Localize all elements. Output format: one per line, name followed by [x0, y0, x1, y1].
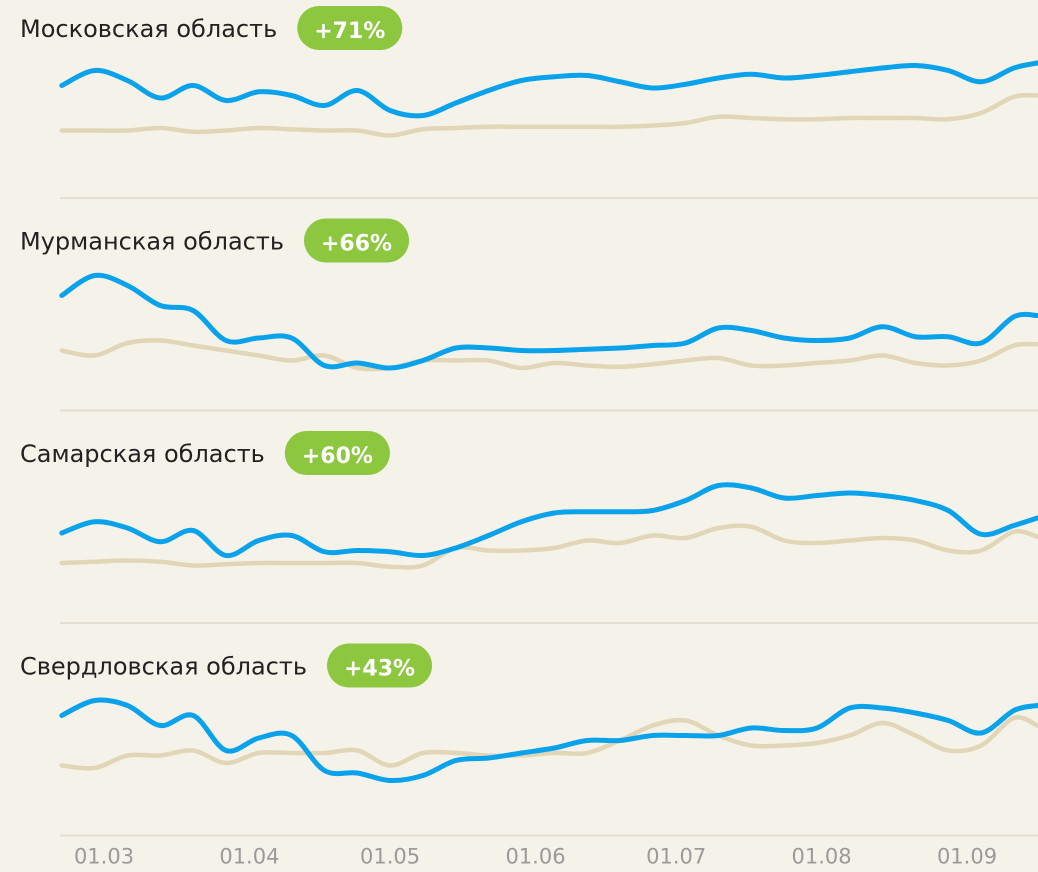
badge-text: +43% [344, 657, 415, 682]
series-line [59, 60, 1038, 119]
badge-bg [297, 6, 403, 50]
x-tick-label: 01.07 [646, 845, 706, 869]
x-tick-label: 01.05 [360, 845, 420, 869]
badge-bg [284, 431, 390, 475]
series-line [59, 338, 1038, 372]
badge: +60% [284, 431, 390, 475]
badge-bg [326, 643, 433, 688]
badge: +43% [326, 643, 433, 688]
series-line [59, 715, 1038, 771]
series-line [59, 523, 1038, 570]
badge: +71% [297, 6, 403, 50]
panel-title: Московская область [20, 15, 277, 43]
x-tick-label: 01.08 [792, 845, 852, 869]
badge-text: +60% [302, 444, 373, 469]
series-line [59, 92, 1038, 138]
badge: +66% [303, 218, 410, 263]
badge-text: +71% [314, 19, 385, 44]
series-line [59, 697, 1038, 784]
panel-title: Мурманская область [20, 228, 284, 256]
badge-text: +66% [321, 232, 392, 257]
panel-title: Свердловская область [20, 653, 307, 681]
badge-bg [303, 218, 410, 263]
x-tick-label: 01.04 [219, 845, 279, 869]
x-tick-label: 01.06 [505, 845, 565, 869]
x-tick-label: 01.09 [937, 845, 997, 869]
panel-title: Самарская область [20, 440, 265, 468]
x-tick-label: 01.03 [74, 845, 134, 869]
series-line [59, 272, 1038, 371]
series-line [59, 482, 1038, 559]
